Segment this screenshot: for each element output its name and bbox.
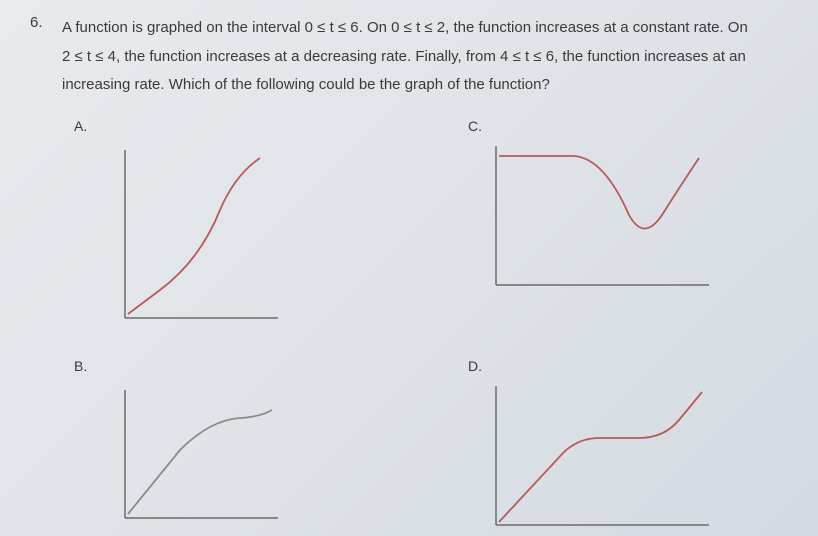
question-line2: 2 ≤ t ≤ 4, the function increases at a d…: [62, 48, 746, 65]
graph-D: [484, 380, 798, 535]
option-A: A.: [70, 118, 404, 330]
option-B-label: B.: [74, 358, 404, 374]
option-B: B.: [70, 358, 404, 535]
chart-C: [484, 140, 714, 295]
curve-D: [499, 392, 702, 522]
options-grid: A. C. B. D.: [70, 118, 798, 535]
question-line1: A function is graphed on the interval 0 …: [62, 19, 748, 36]
question-block: 6. A function is graphed on the interval…: [30, 14, 798, 100]
option-C: C.: [464, 118, 798, 330]
question-text: A function is graphed on the interval 0 …: [62, 14, 748, 100]
chart-D: [484, 380, 714, 535]
graph-C: [484, 140, 798, 295]
question-line3: increasing rate. Which of the following …: [62, 76, 550, 93]
graph-A: [110, 140, 404, 330]
curve-A: [128, 158, 260, 314]
graph-B: [110, 380, 404, 530]
curve-C: [499, 156, 699, 229]
chart-B: [110, 380, 290, 530]
option-D: D.: [464, 358, 798, 535]
option-A-label: A.: [74, 118, 404, 134]
option-C-label: C.: [468, 118, 798, 134]
chart-A: [110, 140, 290, 330]
option-D-label: D.: [468, 358, 798, 374]
question-number: 6.: [30, 14, 48, 100]
curve-B: [128, 410, 272, 514]
